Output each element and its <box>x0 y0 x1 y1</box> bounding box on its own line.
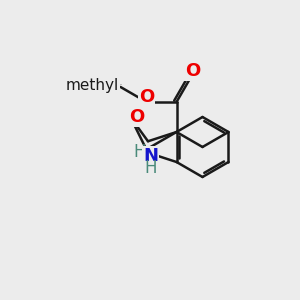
Text: methyl: methyl <box>66 78 119 93</box>
Text: methyl: methyl <box>118 83 122 85</box>
Text: methyl: methyl <box>108 85 112 86</box>
Text: N: N <box>143 147 158 165</box>
Text: O: O <box>129 108 145 126</box>
Text: H: H <box>144 159 157 177</box>
Text: O: O <box>185 62 201 80</box>
Text: O: O <box>139 88 154 106</box>
Text: H: H <box>133 143 146 161</box>
